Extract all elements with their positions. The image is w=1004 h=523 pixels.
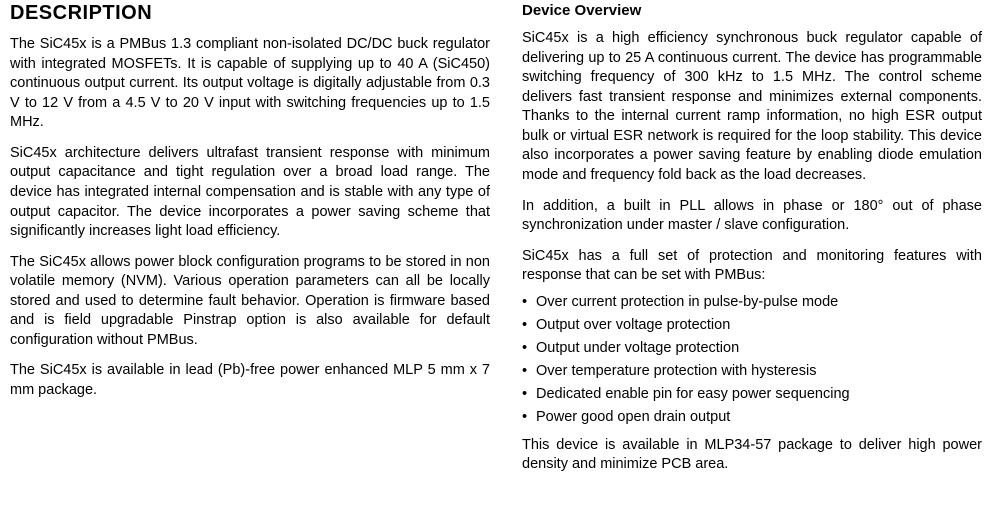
bullet-item: Dedicated enable pin for easy power sequ… xyxy=(522,384,982,405)
description-paragraph: The SiC45x allows power block configurat… xyxy=(10,253,490,351)
overview-heading: Device Overview xyxy=(522,2,982,19)
page-root: DESCRIPTION The SiC45x is a PMBus 1.3 co… xyxy=(0,0,1004,485)
description-paragraph: The SiC45x is a PMBus 1.3 compliant non-… xyxy=(10,35,490,133)
bullet-item: Over current protection in pulse-by-puls… xyxy=(522,292,982,313)
bullet-item: Over temperature protection with hystere… xyxy=(522,361,982,382)
description-paragraph: The SiC45x is available in lead (Pb)-fre… xyxy=(10,361,490,400)
bullet-item: Power good open drain output xyxy=(522,407,982,428)
bullet-item: Output over voltage protection xyxy=(522,315,982,336)
protection-bullets: Over current protection in pulse-by-puls… xyxy=(522,292,982,428)
overview-paragraph: In addition, a built in PLL allows in ph… xyxy=(522,197,982,236)
overview-paragraph-bottom: This device is available in MLP34-57 pac… xyxy=(522,436,982,475)
bullets-intro: SiC45x has a full set of protection and … xyxy=(522,247,982,286)
description-heading: DESCRIPTION xyxy=(10,2,490,25)
overview-paragraph: SiC45x is a high efficiency synchronous … xyxy=(522,29,982,186)
right-column: Device Overview SiC45x is a high efficie… xyxy=(522,2,982,475)
bullet-item: Output under voltage protection xyxy=(522,338,982,359)
left-column: DESCRIPTION The SiC45x is a PMBus 1.3 co… xyxy=(10,2,490,475)
description-paragraph: SiC45x architecture delivers ultrafast t… xyxy=(10,144,490,242)
